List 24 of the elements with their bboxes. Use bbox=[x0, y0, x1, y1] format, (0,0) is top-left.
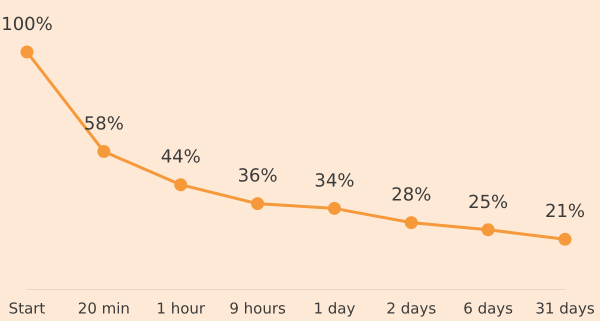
point bbox=[97, 145, 110, 158]
x-tick-label: 2 days bbox=[386, 300, 436, 318]
point bbox=[404, 216, 418, 230]
point bbox=[20, 46, 34, 58]
data-label: 58% bbox=[84, 114, 124, 135]
data-label: 44% bbox=[160, 146, 201, 168]
x-tick-label: 1 hour bbox=[156, 300, 206, 318]
data-label: 28% bbox=[391, 184, 432, 206]
x-tick-label: Start bbox=[8, 300, 46, 318]
data-label: 25% bbox=[468, 192, 508, 213]
data-label: 100% bbox=[1, 14, 53, 35]
x-tick-label: 20 min bbox=[78, 300, 130, 318]
point bbox=[482, 223, 495, 236]
data-label: 36% bbox=[238, 166, 278, 187]
x-tick-label: 31 days bbox=[535, 300, 595, 318]
data-label: 21% bbox=[544, 201, 586, 222]
x-tick-label: 6 days bbox=[463, 300, 514, 318]
data-label: 34% bbox=[314, 170, 354, 192]
point bbox=[328, 202, 341, 215]
point bbox=[558, 232, 572, 246]
point bbox=[174, 178, 188, 192]
x-tick-label: 1 day bbox=[313, 300, 356, 318]
x-tick-label: 9 hours bbox=[229, 300, 286, 318]
point bbox=[251, 197, 264, 210]
